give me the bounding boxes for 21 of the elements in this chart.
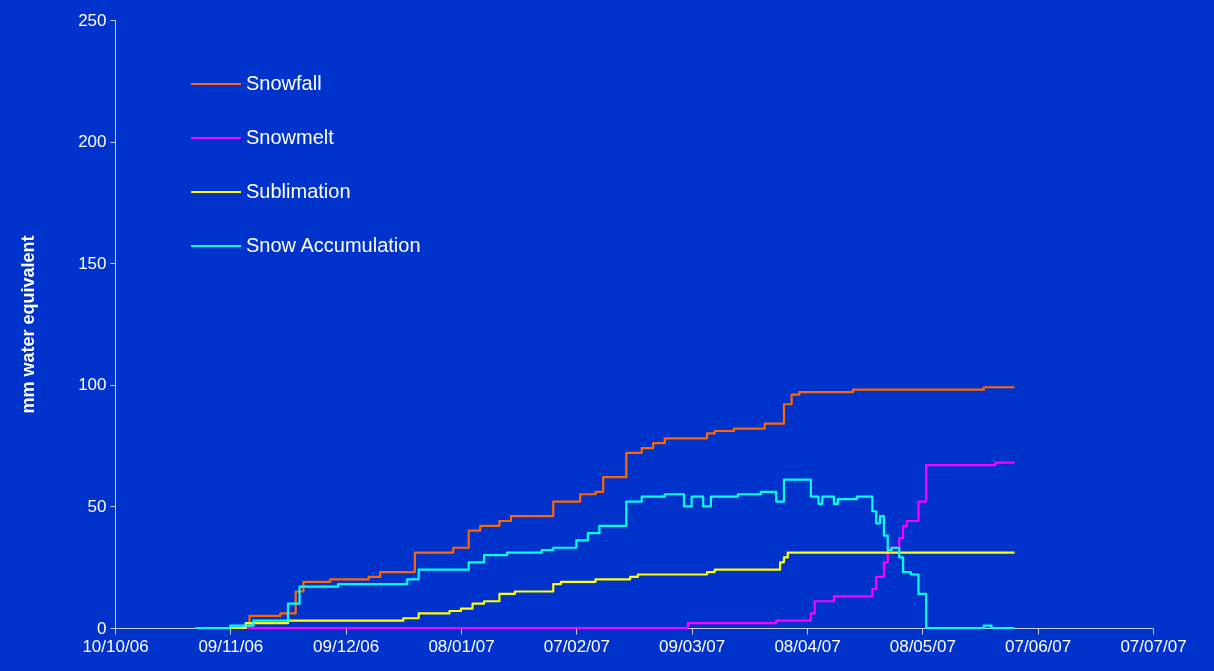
legend-label: Snowmelt bbox=[246, 126, 335, 148]
y-axis-title: mm water equivalent bbox=[18, 235, 39, 414]
x-tick-label: 07/07/07 bbox=[1120, 636, 1187, 656]
x-tick-label: 07/06/07 bbox=[1005, 636, 1072, 656]
y-tick-label: 250 bbox=[78, 10, 107, 30]
x-tick-label: 09/03/07 bbox=[659, 636, 726, 656]
x-tick-label: 08/05/07 bbox=[889, 636, 956, 656]
x-tick-label: 08/04/07 bbox=[774, 636, 841, 656]
legend-label: Snowfall bbox=[246, 72, 322, 94]
x-tick-label: 09/12/06 bbox=[313, 636, 380, 656]
y-tick-label: 100 bbox=[78, 375, 107, 395]
y-tick-label: 50 bbox=[87, 496, 107, 516]
legend-label: Sublimation bbox=[246, 180, 351, 202]
x-tick-label: 10/10/06 bbox=[82, 636, 149, 656]
y-tick-label: 0 bbox=[97, 618, 107, 638]
legend-label: Snow Accumulation bbox=[246, 234, 421, 256]
y-tick-label: 200 bbox=[78, 132, 107, 152]
x-tick-label: 08/01/07 bbox=[428, 636, 495, 656]
y-tick-label: 150 bbox=[78, 253, 107, 273]
x-tick-label: 09/11/06 bbox=[198, 636, 264, 656]
x-tick-label: 07/02/07 bbox=[543, 636, 610, 656]
